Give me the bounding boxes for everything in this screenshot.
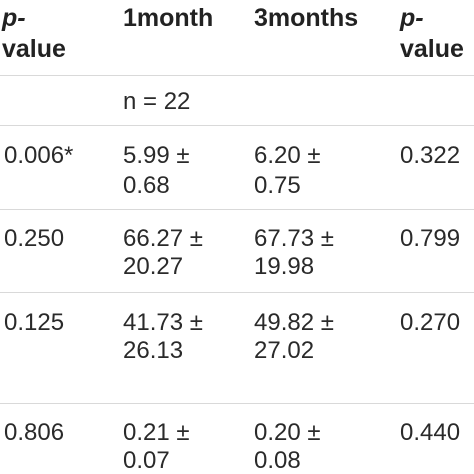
cell-pvalue-right: 0.322: [400, 142, 461, 169]
cell-3months-line2: 27.02: [254, 337, 315, 364]
header-pvalue-right: p- value: [400, 4, 464, 63]
cell-3months-line1: 0.20 ±: [254, 419, 321, 446]
cell-1month-line2: 0.68: [123, 172, 170, 199]
cell-3months-line2: 0.08: [254, 447, 301, 474]
header-1month: 1month: [123, 4, 214, 32]
cell-3months-line2: 19.98: [254, 253, 315, 280]
cell-1month-line1: 0.21 ±: [123, 419, 190, 446]
cell-pvalue-left: 0.806: [4, 419, 65, 446]
header-divider: [0, 75, 474, 76]
row-divider: [0, 209, 474, 210]
header-pvalue-left-line2: value: [2, 35, 66, 63]
table-header: p- value 1month 3months p- value: [0, 0, 474, 74]
row-divider: [0, 292, 474, 293]
row-divider: [0, 125, 474, 126]
cell-1month-line2: 0.07: [123, 447, 170, 474]
cell-1month-line1: 5.99 ±: [123, 142, 190, 169]
table-row: 0.806 0.21 ± 0.07 0.20 ± 0.08 0.440: [0, 419, 474, 474]
header-pvalue-left-line1: p-: [2, 4, 26, 32]
header-pvalue-right-line2: value: [400, 35, 464, 63]
cell-3months-line1: 6.20 ±: [254, 142, 321, 169]
header-pvalue-right-line1: p-: [400, 4, 424, 32]
table-row: 0.006* 5.99 ± 0.68 6.20 ± 0.75 0.322: [0, 142, 474, 202]
sample-size-note: n = 22: [123, 88, 191, 115]
table-row: 0.250 66.27 ± 20.27 67.73 ± 19.98 0.799: [0, 225, 474, 285]
cell-pvalue-left: 0.250: [4, 225, 65, 252]
cell-pvalue-right: 0.440: [400, 419, 461, 446]
cell-pvalue-right: 0.270: [400, 309, 461, 336]
cell-1month-line1: 66.27 ±: [123, 225, 203, 252]
cell-pvalue-right: 0.799: [400, 225, 461, 252]
cell-1month-line1: 41.73 ±: [123, 309, 203, 336]
header-3months: 3months: [254, 4, 359, 32]
cell-3months-line1: 67.73 ±: [254, 225, 334, 252]
cell-1month-line2: 26.13: [123, 337, 184, 364]
cell-pvalue-left: 0.125: [4, 309, 65, 336]
cell-1month-line2: 20.27: [123, 253, 184, 280]
cell-3months-line2: 0.75: [254, 172, 301, 199]
table-row: 0.125 41.73 ± 26.13 49.82 ± 27.02 0.270: [0, 309, 474, 369]
cell-3months-line1: 49.82 ±: [254, 309, 334, 336]
cell-pvalue-left: 0.006*: [4, 142, 74, 169]
header-pvalue-left: p- value: [2, 4, 66, 63]
row-divider: [0, 403, 474, 404]
